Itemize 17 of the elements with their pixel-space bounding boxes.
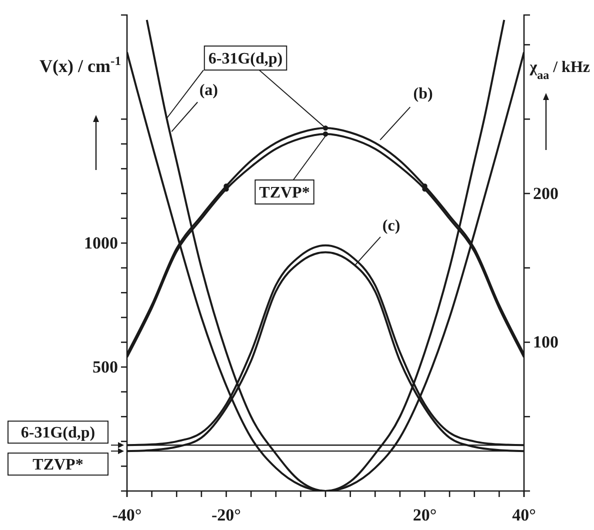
annotation: (a) [199, 82, 218, 100]
x-tick-label: -20° [212, 505, 241, 524]
annotation: (b) [413, 86, 433, 103]
annotation: (c) [382, 218, 400, 234]
y2-tick-label: 200 [533, 184, 558, 203]
y2-axis-title: χ$_{aa}$ / kHz [528, 59, 590, 82]
x-tick-label: -40° [112, 505, 142, 524]
y2-tick-label: 100 [533, 332, 558, 352]
x-tick-label: 40° [512, 505, 536, 524]
ref-line-label: 6-31G(d,p) [20, 424, 96, 442]
ref-line-label: TZVP* [32, 456, 84, 474]
annotation: TZVP* [259, 184, 310, 202]
y-tick-label: 1000 [84, 234, 118, 253]
annotation: 6-31G(d,p) [208, 50, 283, 68]
y-tick-label: 500 [92, 357, 118, 376]
y-axis-title: V(x) / cm$^{-1}$ [40, 54, 121, 76]
x-tick-label: 20° [412, 505, 437, 524]
